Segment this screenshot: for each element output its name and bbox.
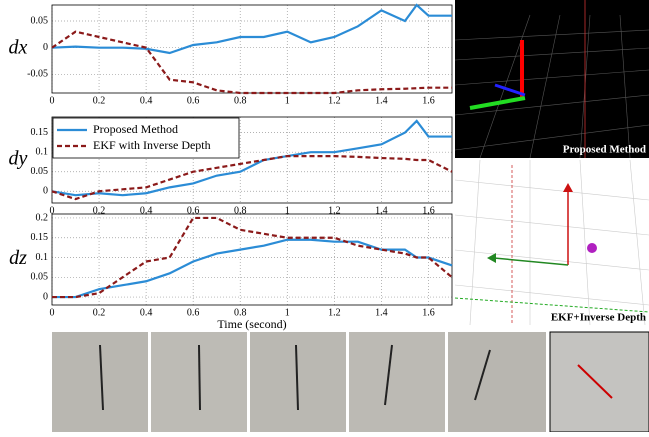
render-dark: [455, 0, 649, 158]
render-light: [455, 160, 649, 325]
plot-frame: [52, 5, 452, 93]
plot-frame: [52, 214, 452, 305]
series-line: [52, 5, 452, 53]
y-tick-label: 0.05: [31, 15, 49, 26]
y-tick-label: 0.1: [36, 146, 49, 157]
y-tick-label: 0.15: [31, 232, 49, 243]
x-tick-label: 0.4: [140, 95, 153, 106]
x-tick-label: 1.4: [375, 95, 388, 106]
x-tick-label: 1.2: [328, 307, 341, 318]
figure: Proposed Method EKF+Inverse Depth -0.05 0…: [0, 0, 649, 432]
x-tick-label: 0.6: [187, 95, 200, 106]
x-tick-label: 0.4: [140, 307, 153, 318]
y-axis-label: dy: [9, 148, 28, 170]
caption: Proposed Method: [563, 144, 646, 156]
y-tick-label: 0.2: [36, 212, 49, 223]
x-tick-label: 1.6: [422, 95, 435, 106]
y-tick-label: -0.05: [27, 69, 48, 80]
y-axis-label: dz: [9, 247, 27, 269]
x-tick-label: 1.6: [422, 307, 435, 318]
y-tick-label: 0: [43, 291, 48, 302]
marker: [587, 243, 597, 253]
y-axis-label: dx: [9, 37, 28, 59]
x-axis-label: Time (second): [217, 317, 286, 331]
y-tick-label: 0.05: [31, 166, 49, 177]
y-tick-label: 0: [43, 42, 48, 53]
y-tick-label: 0.1: [36, 252, 49, 263]
x-tick-label: 1.2: [328, 95, 341, 106]
series-line: [52, 156, 452, 199]
x-tick-label: 0: [50, 95, 55, 106]
x-tick-label: 1.4: [375, 307, 388, 318]
x-tick-label: 0.2: [93, 95, 106, 106]
x-tick-label: 0.8: [234, 95, 247, 106]
series-line: [52, 32, 452, 93]
series-line: [52, 240, 452, 297]
photo-strip: [52, 332, 649, 432]
y-tick-label: 0.05: [31, 272, 49, 283]
x-tick-label: 0: [50, 307, 55, 318]
caption: EKF+Inverse Depth: [551, 312, 646, 324]
legend-label: Proposed Method: [93, 122, 178, 136]
x-tick-label: 1: [285, 95, 290, 106]
y-tick-label: 0.15: [31, 127, 49, 138]
x-tick-label: 0.2: [93, 307, 106, 318]
x-tick-label: 0.6: [187, 307, 200, 318]
legend-label: EKF with Inverse Depth: [93, 138, 211, 152]
y-tick-label: 0: [43, 186, 48, 197]
